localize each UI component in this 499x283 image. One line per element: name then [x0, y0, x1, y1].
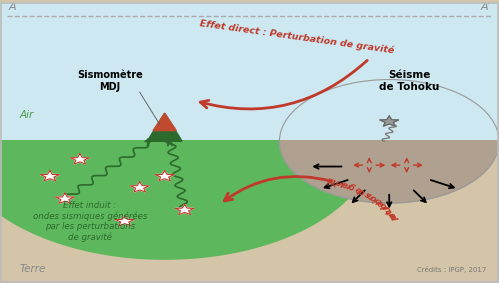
Text: é: é — [325, 174, 334, 185]
FancyArrowPatch shape — [200, 60, 367, 109]
Text: Séisme
de Tohoku: Séisme de Tohoku — [379, 70, 439, 92]
Text: b: b — [378, 200, 389, 210]
Text: d: d — [357, 185, 367, 196]
Polygon shape — [279, 141, 499, 203]
Text: Air: Air — [20, 110, 34, 120]
Polygon shape — [153, 113, 176, 131]
Text: a: a — [376, 198, 387, 208]
Polygon shape — [115, 216, 134, 226]
Text: s: s — [363, 189, 373, 199]
Polygon shape — [0, 141, 374, 259]
Text: i: i — [372, 195, 381, 203]
Text: n: n — [366, 190, 376, 201]
Text: t: t — [330, 176, 337, 186]
Text: g: g — [347, 181, 357, 192]
Text: Effet induit :
ondes sismiques générées
par les perturbations
de gravité: Effet induit : ondes sismiques générées … — [32, 201, 147, 242]
Polygon shape — [55, 193, 74, 203]
Text: A: A — [9, 2, 16, 12]
Polygon shape — [155, 171, 174, 181]
Polygon shape — [70, 154, 89, 164]
Polygon shape — [40, 171, 59, 181]
Polygon shape — [130, 182, 149, 192]
Polygon shape — [380, 116, 399, 126]
Text: r: r — [381, 203, 391, 211]
Text: t: t — [385, 207, 395, 215]
Text: i: i — [334, 177, 341, 186]
Text: A’: A’ — [481, 2, 490, 12]
Text: r: r — [344, 180, 353, 190]
Text: o: o — [368, 192, 379, 202]
Text: Terre: Terre — [20, 264, 46, 274]
FancyArrowPatch shape — [224, 177, 332, 201]
Text: Crédits : IPGP, 2017: Crédits : IPGP, 2017 — [417, 266, 487, 273]
Text: a: a — [340, 179, 350, 189]
Text: Effet direct : Perturbation de gravité: Effet direct : Perturbation de gravité — [199, 19, 395, 56]
Text: Sismomètre
MDJ: Sismomètre MDJ — [77, 70, 143, 92]
Text: e: e — [388, 211, 399, 220]
Text: e: e — [354, 184, 364, 194]
Text: u: u — [383, 204, 393, 214]
Text: p: p — [390, 213, 400, 222]
Text: r: r — [387, 209, 397, 217]
Bar — [0, 2, 499, 141]
Text: v: v — [337, 177, 346, 188]
Polygon shape — [147, 113, 182, 141]
Polygon shape — [175, 204, 194, 215]
Text: t: t — [374, 197, 384, 205]
